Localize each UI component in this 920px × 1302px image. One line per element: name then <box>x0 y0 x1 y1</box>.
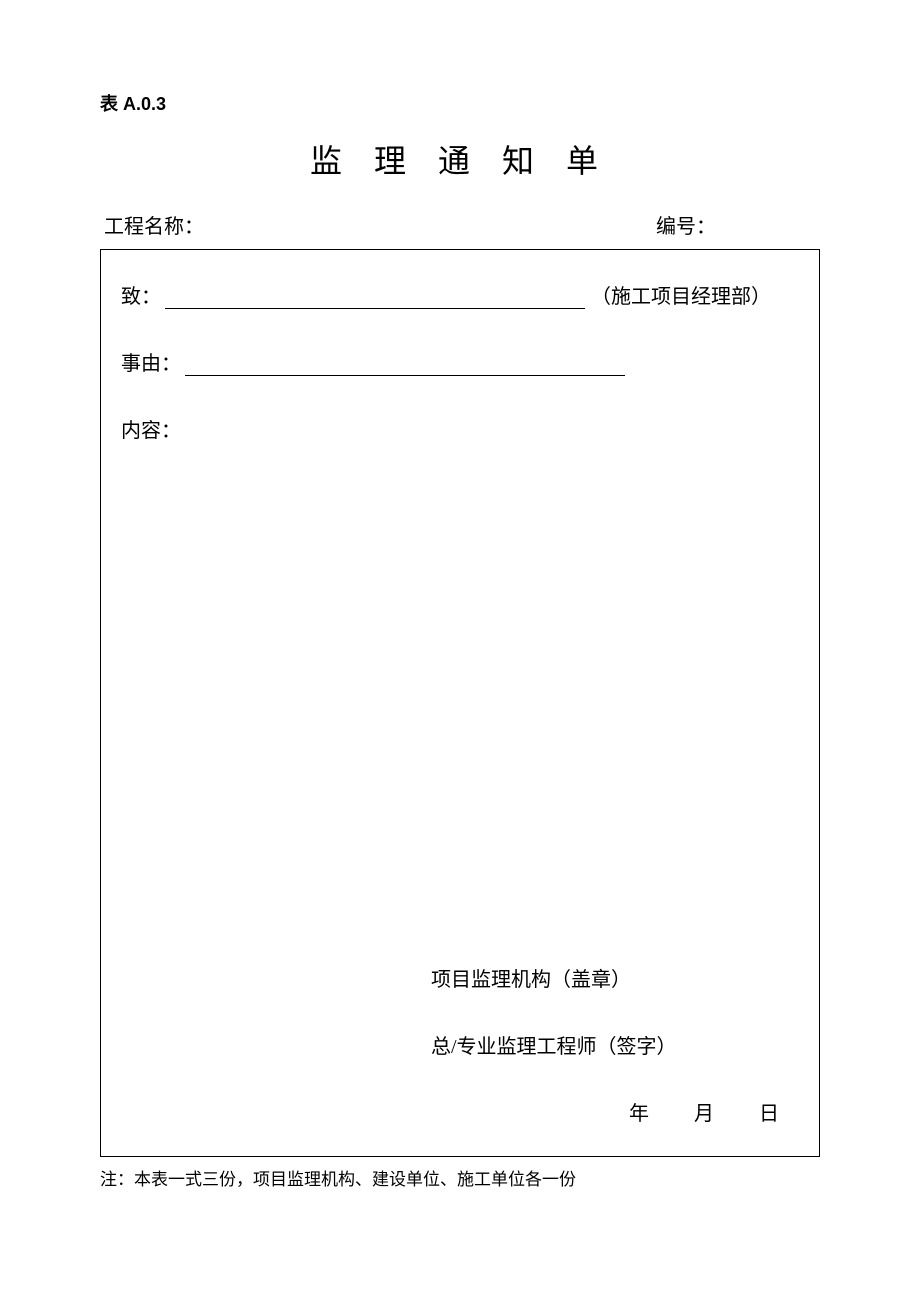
day-label: 日 <box>759 1097 779 1126</box>
year-label: 年 <box>629 1097 649 1126</box>
form-box: 致： （施工项目经理部） 事由： 内容： 项目监理机构（盖章） 总/专业监理工程… <box>100 249 820 1157</box>
to-row: 致： （施工项目经理部） <box>121 280 799 309</box>
engineer-sign-label: 总/专业监理工程师（签字） <box>431 1030 799 1059</box>
reason-row: 事由： <box>121 347 799 376</box>
footer-note: 注：本表一式三份，项目监理机构、建设单位、施工单位各一份 <box>100 1165 820 1190</box>
signature-block: 项目监理机构（盖章） 总/专业监理工程师（签字） 年 月 日 <box>121 963 799 1126</box>
content-label: 内容： <box>121 414 799 443</box>
to-input-line[interactable] <box>165 287 585 309</box>
month-label: 月 <box>694 1097 714 1126</box>
number-label: 编号： <box>656 210 716 239</box>
org-stamp-label: 项目监理机构（盖章） <box>431 963 799 992</box>
page-container: 表 A.0.3 监 理 通 知 单 工程名称： 编号： 致： （施工项目经理部）… <box>0 0 920 1250</box>
to-suffix: （施工项目经理部） <box>591 280 771 309</box>
table-number: 表 A.0.3 <box>100 90 820 116</box>
date-line: 年 月 日 <box>431 1097 799 1126</box>
project-name-label: 工程名称： <box>104 210 204 239</box>
reason-label: 事由： <box>121 347 181 376</box>
header-row: 工程名称： 编号： <box>100 210 820 239</box>
document-title: 监 理 通 知 单 <box>100 136 820 182</box>
to-label: 致： <box>121 280 161 309</box>
reason-input-line[interactable] <box>185 354 625 376</box>
